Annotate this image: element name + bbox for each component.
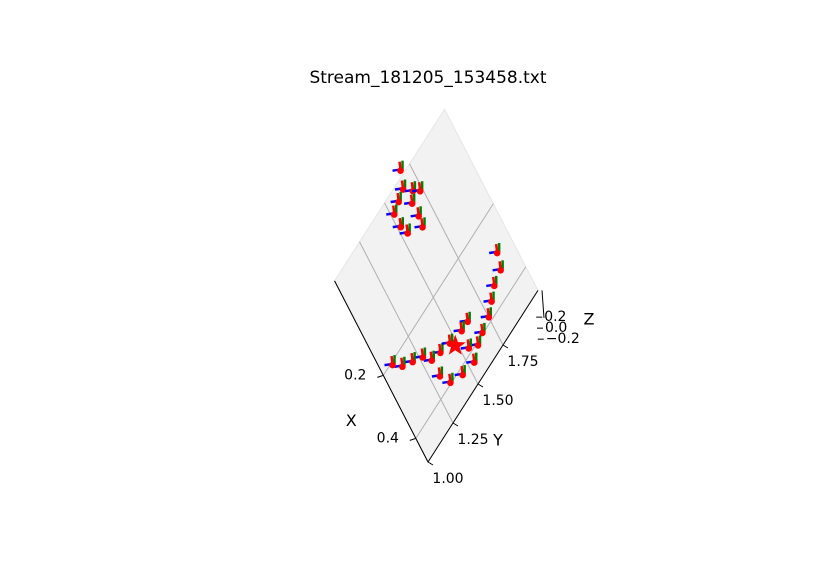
point-dot — [397, 223, 405, 231]
point-dot — [415, 213, 422, 220]
y-tick-label: 1.50 — [482, 393, 513, 409]
y-tick-label: 1.00 — [432, 471, 463, 487]
point-dot — [428, 357, 436, 365]
point — [392, 160, 404, 174]
y-tick-label: 1.75 — [507, 354, 538, 370]
x-tick — [377, 374, 384, 378]
point-dot — [404, 230, 411, 237]
point — [432, 342, 444, 357]
x-axis — [334, 280, 429, 463]
point-dot — [436, 373, 444, 380]
point-dot — [479, 329, 486, 337]
y-axis-label: Y — [492, 431, 503, 450]
y-tick — [427, 461, 434, 466]
point — [466, 352, 478, 366]
point-dot — [409, 358, 416, 366]
point-dot — [490, 282, 498, 290]
point-dot — [399, 186, 407, 193]
point — [486, 275, 498, 290]
point-dot — [464, 318, 471, 326]
grid-line — [382, 203, 494, 376]
point — [390, 192, 402, 206]
point-dot — [437, 349, 444, 357]
point — [431, 366, 444, 380]
point — [399, 223, 411, 237]
point-dot — [458, 327, 465, 335]
z-tick-label: 0.0 — [545, 320, 567, 336]
point — [453, 321, 465, 335]
point — [488, 243, 501, 257]
point — [414, 217, 426, 231]
x-tick-label: 0.4 — [377, 430, 399, 446]
point — [403, 193, 416, 208]
point-dot — [447, 379, 454, 387]
y-tick-label: 1.25 — [457, 432, 488, 448]
point-dot — [419, 224, 426, 231]
point-dot — [470, 359, 478, 366]
point — [404, 352, 416, 366]
point-dot — [390, 211, 398, 218]
point — [384, 355, 396, 369]
point — [414, 347, 427, 361]
point — [474, 322, 486, 337]
point — [410, 206, 422, 220]
point-dot — [397, 167, 404, 174]
x-tick-label: 0.2 — [344, 367, 366, 383]
point-dot — [488, 298, 495, 305]
point-dot — [416, 187, 424, 195]
y-tick — [502, 344, 509, 349]
point — [386, 204, 398, 218]
point-dot — [493, 249, 501, 257]
point-dot — [459, 371, 466, 379]
point — [442, 372, 454, 387]
point — [454, 365, 466, 379]
floor-pane — [333, 108, 539, 463]
point — [483, 291, 495, 305]
point-dot — [485, 313, 493, 321]
point-dot — [474, 342, 482, 349]
point — [460, 338, 473, 352]
point — [423, 350, 436, 365]
y-axis — [427, 290, 539, 463]
point — [392, 217, 405, 231]
point — [480, 307, 493, 321]
point-dot — [389, 361, 396, 369]
point-dot — [465, 345, 473, 352]
point-dot — [497, 267, 504, 274]
point-dot — [408, 200, 416, 208]
point-dot — [395, 198, 402, 206]
grid-line — [415, 266, 527, 439]
y-tick — [477, 383, 484, 388]
z-axis — [541, 290, 545, 318]
star-marker — [444, 334, 466, 355]
y-tick — [452, 422, 459, 427]
z-tick-label: 0.2 — [544, 309, 566, 325]
x-tick — [409, 437, 416, 441]
point-dot — [419, 354, 427, 361]
x-axis-label: X — [346, 411, 357, 430]
point — [411, 181, 424, 195]
chart-title: Stream_181205_153458.txt — [309, 68, 546, 88]
z-tick-label: −0.2 — [546, 331, 580, 347]
z-axis-label: Z — [584, 310, 595, 329]
point — [394, 179, 407, 193]
point-dot — [399, 363, 406, 371]
point — [394, 356, 406, 371]
grid-line — [359, 241, 454, 424]
point — [492, 260, 504, 274]
